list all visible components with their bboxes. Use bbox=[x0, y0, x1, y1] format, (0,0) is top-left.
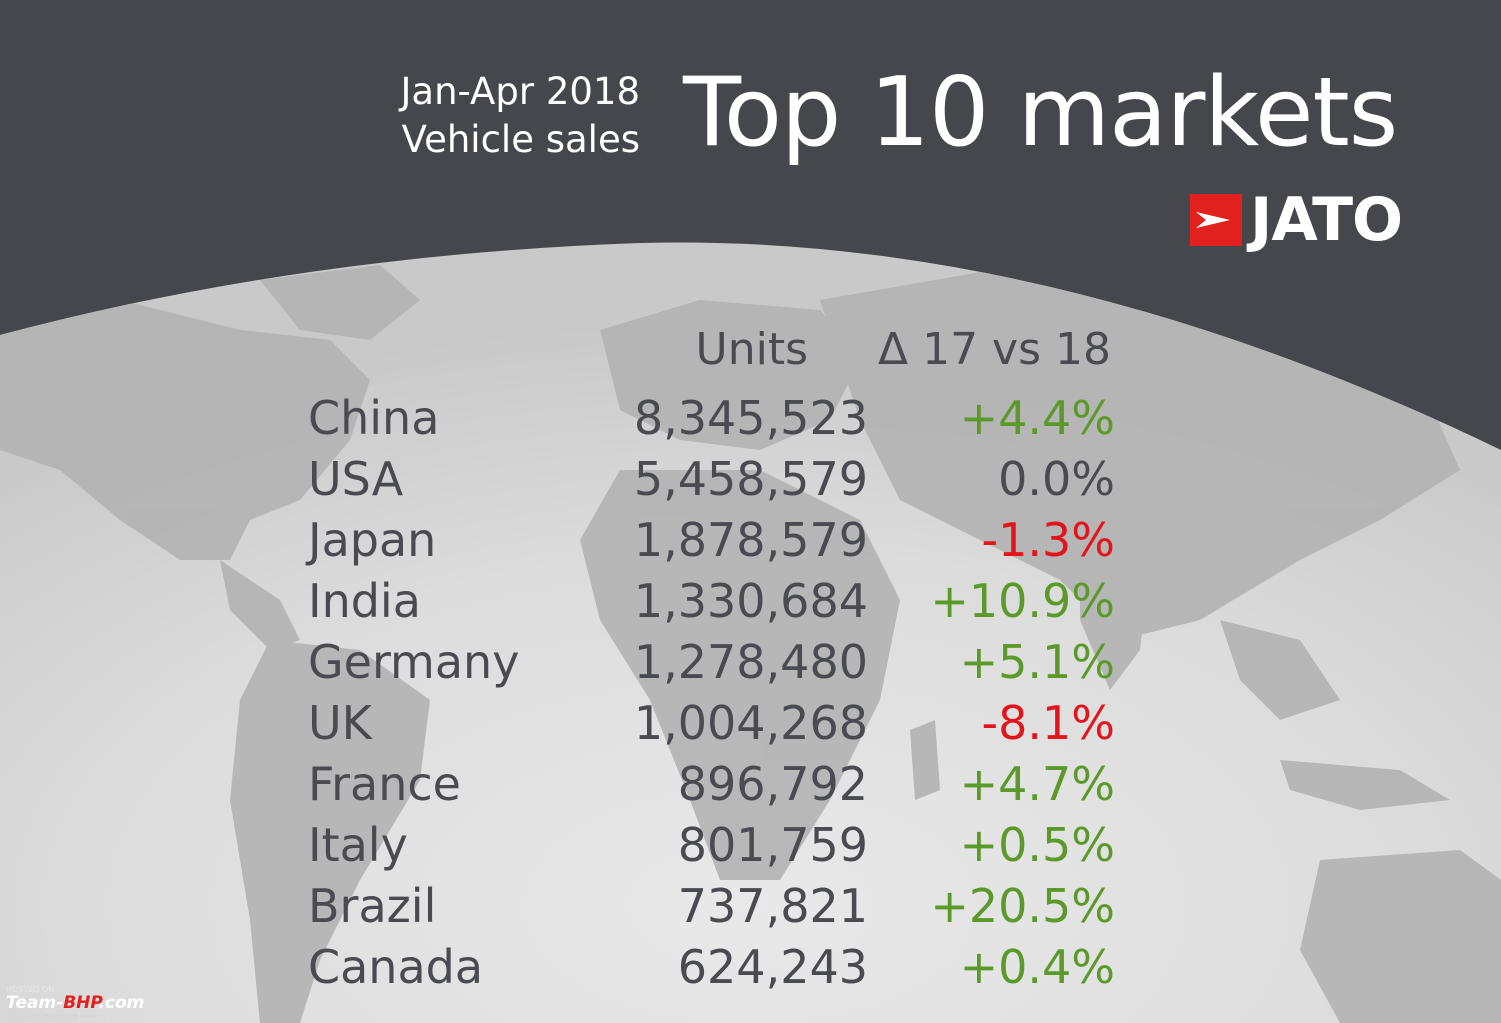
country-label: Japan bbox=[308, 513, 437, 567]
watermark-site-suffix: .com bbox=[98, 993, 145, 1013]
watermark-site-accent: BHP bbox=[63, 993, 99, 1013]
country-label: Brazil bbox=[308, 879, 437, 933]
units-value: 624,243 bbox=[677, 940, 868, 994]
units-value: 1,004,268 bbox=[633, 696, 868, 750]
units-value: 801,759 bbox=[677, 818, 868, 872]
table-row: Italy 801,759 +0.5% bbox=[0, 815, 1501, 876]
watermark-copyright: copyright respective owners bbox=[6, 1012, 106, 1020]
greenland-shape bbox=[260, 265, 420, 340]
country-label: India bbox=[308, 574, 421, 628]
table-row: Germany 1,278,480 +5.1% bbox=[0, 632, 1501, 693]
page-title: Top 10 markets bbox=[683, 58, 1398, 168]
country-label: France bbox=[308, 757, 461, 811]
units-value: 8,345,523 bbox=[633, 391, 868, 445]
country-label: UK bbox=[308, 696, 372, 750]
delta-value: +0.5% bbox=[959, 818, 1115, 872]
table-row: Japan 1,878,579 -1.3% bbox=[0, 510, 1501, 571]
subtitle-period: Jan-Apr 2018 bbox=[400, 70, 640, 113]
north-america-shape bbox=[0, 300, 370, 560]
table-row: Canada 624,243 +0.4% bbox=[0, 937, 1501, 998]
africa-shape bbox=[580, 470, 900, 880]
delta-value: -1.3% bbox=[981, 513, 1115, 567]
delta-value: +4.4% bbox=[959, 391, 1115, 445]
table-row: USA 5,458,579 0.0% bbox=[0, 449, 1501, 510]
country-label: China bbox=[308, 391, 440, 445]
delta-value: -8.1% bbox=[981, 696, 1115, 750]
column-header-delta: Δ 17 vs 18 bbox=[878, 324, 1111, 375]
delta-value: +4.7% bbox=[959, 757, 1115, 811]
units-value: 5,458,579 bbox=[633, 452, 868, 506]
table-row: India 1,330,684 +10.9% bbox=[0, 571, 1501, 632]
jato-logo-mark-icon bbox=[1190, 194, 1242, 246]
delta-value: 0.0% bbox=[998, 452, 1115, 506]
delta-value: +0.4% bbox=[959, 940, 1115, 994]
southeast-asia-shape bbox=[1220, 620, 1340, 720]
watermark: HOSTED ON : Team-BHP.com copyright respe… bbox=[6, 985, 144, 1020]
table-row: France 896,792 +4.7% bbox=[0, 754, 1501, 815]
jato-logo: JATO bbox=[1190, 185, 1403, 255]
watermark-hosted-label: HOSTED ON : bbox=[6, 985, 60, 994]
units-value: 1,330,684 bbox=[633, 574, 868, 628]
indonesia-shape bbox=[1280, 760, 1450, 810]
units-value: 1,278,480 bbox=[633, 635, 868, 689]
units-value: 896,792 bbox=[677, 757, 868, 811]
australia-shape bbox=[1300, 850, 1501, 1023]
delta-value: +5.1% bbox=[959, 635, 1115, 689]
watermark-site-prefix: Team- bbox=[6, 993, 64, 1013]
central-america-shape bbox=[220, 560, 300, 650]
units-value: 1,878,579 bbox=[633, 513, 868, 567]
madagascar-shape bbox=[910, 720, 940, 800]
india-shape bbox=[1080, 540, 1150, 690]
table-row: China 8,345,523 +4.4% bbox=[0, 388, 1501, 449]
column-header-units: Units bbox=[695, 324, 809, 375]
europe-shape bbox=[600, 300, 860, 450]
country-label: Italy bbox=[308, 818, 408, 872]
subtitle-metric: Vehicle sales bbox=[401, 118, 640, 161]
country-label: Canada bbox=[308, 940, 484, 994]
delta-value: +20.5% bbox=[930, 879, 1115, 933]
country-label: Germany bbox=[308, 635, 520, 689]
delta-value: +10.9% bbox=[930, 574, 1115, 628]
table-row: Brazil 737,821 +20.5% bbox=[0, 876, 1501, 937]
jato-logo-text: JATO bbox=[1250, 185, 1403, 255]
units-value: 737,821 bbox=[677, 879, 868, 933]
south-america-shape bbox=[230, 640, 430, 1023]
watermark-site: Team-BHP.com bbox=[6, 994, 144, 1012]
country-label: USA bbox=[308, 452, 404, 506]
header-subtitle: Jan-Apr 2018 Vehicle sales bbox=[400, 68, 640, 164]
table-row: UK 1,004,268 -8.1% bbox=[0, 693, 1501, 754]
